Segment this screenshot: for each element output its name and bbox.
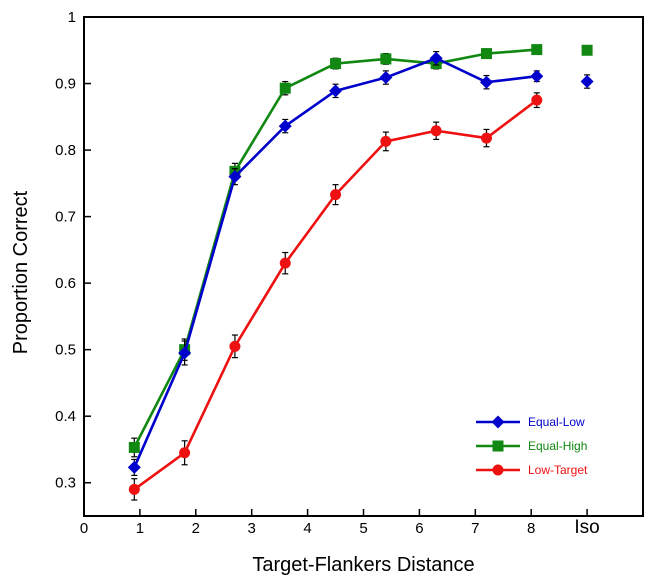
x-tick-label: Iso bbox=[574, 517, 599, 538]
data-point bbox=[329, 84, 343, 98]
x-tick-label: 6 bbox=[415, 520, 423, 537]
data-point bbox=[228, 170, 242, 184]
y-tick-label: 0.3 bbox=[55, 475, 76, 492]
data-point bbox=[379, 71, 393, 85]
y-tick-label: 0.9 bbox=[55, 76, 76, 93]
data-point bbox=[279, 257, 291, 269]
x-tick-label: 1 bbox=[136, 520, 144, 537]
data-point bbox=[531, 94, 543, 106]
y-tick-label: 0.4 bbox=[55, 408, 76, 425]
legend-item-equal-low: Equal-Low bbox=[476, 415, 585, 429]
x-tick-label: 4 bbox=[303, 520, 311, 537]
x-axis-ticks: 0 1 2 3 4 5 6 7 8 Iso bbox=[80, 509, 600, 538]
data-point bbox=[128, 483, 140, 495]
data-point bbox=[380, 135, 392, 147]
data-point bbox=[278, 119, 292, 133]
x-axis-title: Target-Flankers Distance bbox=[252, 554, 474, 576]
series-low-target bbox=[128, 92, 543, 501]
data-point bbox=[127, 460, 141, 474]
legend-label: Equal-High bbox=[528, 439, 587, 453]
legend: Equal-Low Equal-High Low-Target bbox=[476, 415, 588, 477]
data-point bbox=[330, 189, 342, 201]
y-tick-label: 0.8 bbox=[55, 142, 76, 159]
legend-item-low-target: Low-Target bbox=[476, 463, 588, 477]
series-equal-low bbox=[127, 50, 594, 477]
legend-label: Equal-Low bbox=[528, 415, 585, 429]
y-tick-label: 1 bbox=[68, 9, 76, 26]
data-point bbox=[380, 53, 392, 65]
iso-data-point bbox=[580, 75, 594, 89]
data-point bbox=[229, 340, 241, 352]
data-point bbox=[429, 51, 443, 65]
legend-label: Low-Target bbox=[528, 463, 588, 477]
data-point bbox=[330, 58, 342, 70]
y-tick-label: 0.7 bbox=[55, 209, 76, 226]
x-tick-label: 2 bbox=[192, 520, 200, 537]
data-point bbox=[128, 441, 140, 453]
data-point bbox=[179, 447, 191, 459]
data-point bbox=[480, 132, 492, 144]
data-point bbox=[178, 346, 192, 360]
iso-data-point bbox=[581, 44, 593, 56]
y-axis-ticks: 0.3 0.4 0.5 0.6 0.7 0.8 0.9 1 bbox=[55, 9, 91, 492]
y-tick-label: 0.6 bbox=[55, 275, 76, 292]
legend-marker bbox=[491, 415, 505, 429]
y-tick-label: 0.5 bbox=[55, 342, 76, 359]
data-point bbox=[430, 125, 442, 137]
x-tick-label: 8 bbox=[527, 520, 535, 537]
data-point bbox=[531, 44, 543, 56]
x-tick-label: 3 bbox=[248, 520, 256, 537]
series-layer bbox=[127, 44, 594, 501]
x-tick-label: 5 bbox=[359, 520, 367, 537]
x-tick-label: 7 bbox=[471, 520, 479, 537]
data-point bbox=[480, 48, 492, 60]
legend-item-equal-high: Equal-High bbox=[476, 439, 587, 453]
legend-marker bbox=[492, 440, 504, 452]
data-point bbox=[279, 82, 291, 94]
data-point bbox=[479, 75, 493, 89]
legend-marker bbox=[492, 464, 504, 476]
data-point bbox=[530, 69, 544, 83]
x-tick-label: 0 bbox=[80, 520, 88, 537]
y-axis-title: Proportion Correct bbox=[10, 190, 32, 354]
